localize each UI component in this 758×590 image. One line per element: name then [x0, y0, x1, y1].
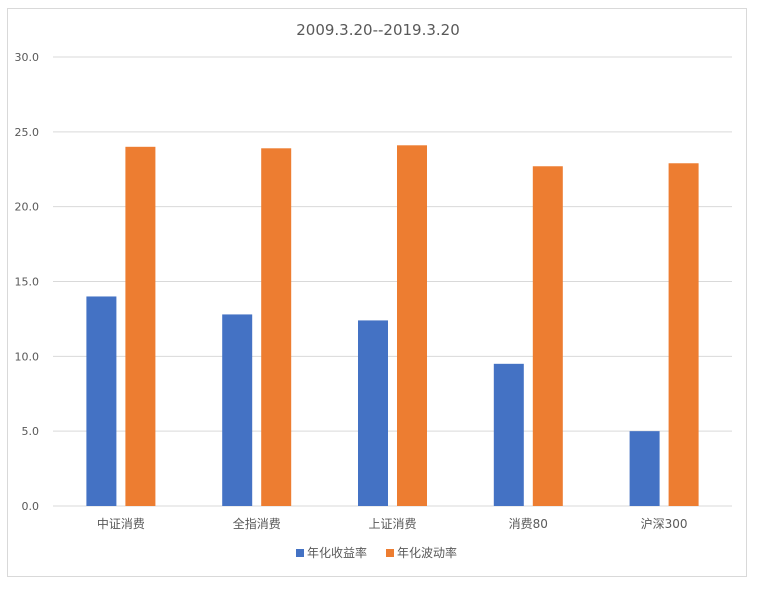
x-category-label: 中证消费	[97, 516, 145, 531]
y-tick-label: 0.0	[22, 500, 40, 513]
y-tick-label: 5.0	[22, 425, 40, 438]
gridlines	[53, 56, 732, 507]
bar-volatility	[125, 146, 156, 507]
bar-return	[629, 431, 660, 506]
bar-return	[358, 320, 388, 506]
bar-volatility	[532, 166, 563, 507]
legend-label: 年化波动率	[397, 545, 457, 560]
bar-return	[222, 314, 253, 506]
y-axis-ticks: 0.0 5.0 10.0 15.0 20.0 25.0 30.0	[15, 51, 40, 513]
x-axis-labels: 中证消费 全指消费 上证消费 消费80 沪深300	[97, 516, 688, 531]
legend: 年化收益率 年化波动率	[296, 545, 457, 560]
bar-volatility	[668, 163, 699, 506]
x-category-label: 沪深300	[641, 517, 688, 531]
y-tick-label: 10.0	[15, 350, 40, 363]
y-tick-label: 30.0	[15, 51, 40, 64]
legend-swatch	[386, 549, 394, 557]
bar-volatility	[397, 145, 427, 506]
legend-swatch	[296, 549, 304, 557]
bars	[86, 145, 699, 507]
x-category-label: 全指消费	[233, 516, 281, 531]
x-category-label: 消费80	[509, 517, 548, 531]
chart-title: 2009.3.20--2019.3.20	[296, 21, 460, 39]
bar-return	[493, 363, 524, 506]
y-tick-label: 20.0	[15, 201, 40, 214]
y-tick-label: 25.0	[15, 126, 40, 139]
legend-label: 年化收益率	[307, 545, 367, 560]
bar-return	[86, 296, 117, 506]
x-category-label: 上证消费	[368, 517, 416, 531]
bar-volatility	[261, 148, 292, 506]
y-tick-label: 15.0	[15, 276, 40, 289]
